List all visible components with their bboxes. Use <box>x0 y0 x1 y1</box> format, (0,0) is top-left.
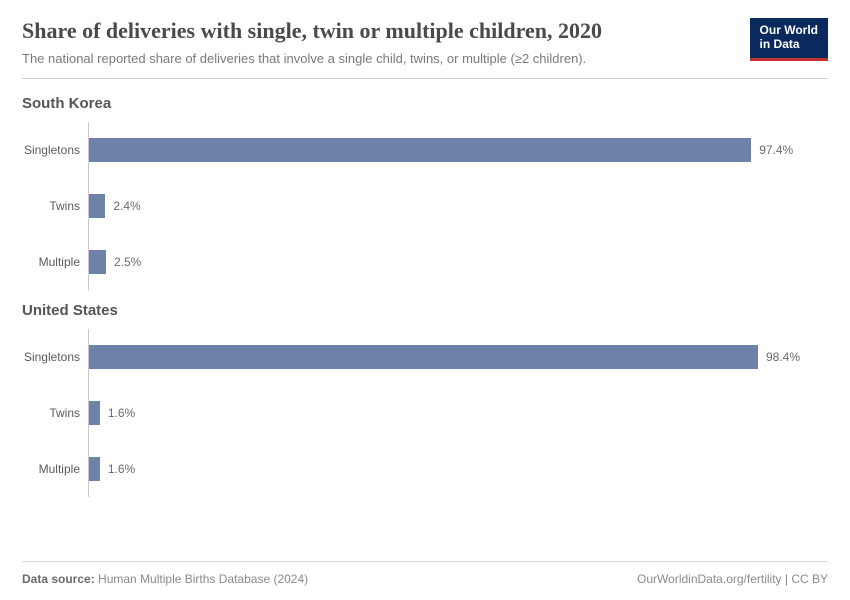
plot: 97.4% 2.4% 2.5% <box>88 122 828 290</box>
bar-value: 98.4% <box>766 350 800 364</box>
bar-value: 1.6% <box>108 462 135 476</box>
bars-wrap: Singletons Twins Multiple 98.4% 1.6% 1.6… <box>22 329 828 497</box>
owid-logo: Our World in Data <box>750 18 828 61</box>
header: Share of deliveries with single, twin or… <box>22 18 828 79</box>
bar-row: 1.6% <box>89 385 828 441</box>
y-label: Twins <box>22 385 88 441</box>
country-name: South Korea <box>22 95 828 112</box>
y-label: Multiple <box>22 441 88 497</box>
bar <box>89 457 100 481</box>
plot: 98.4% 1.6% 1.6% <box>88 329 828 497</box>
source-text: Human Multiple Births Database (2024) <box>98 572 308 586</box>
bar-value: 2.5% <box>114 255 141 269</box>
footer: Data source: Human Multiple Births Datab… <box>22 561 828 586</box>
y-label: Singletons <box>22 329 88 385</box>
y-label: Twins <box>22 178 88 234</box>
bar-row: 98.4% <box>89 329 828 385</box>
bars-wrap: Singletons Twins Multiple 97.4% 2.4% 2.5… <box>22 122 828 290</box>
bar-row: 1.6% <box>89 441 828 497</box>
bar-value: 97.4% <box>759 143 793 157</box>
chart-title: Share of deliveries with single, twin or… <box>22 18 730 44</box>
y-label: Singletons <box>22 122 88 178</box>
y-axis-labels: Singletons Twins Multiple <box>22 329 88 497</box>
y-axis-labels: Singletons Twins Multiple <box>22 122 88 290</box>
bar-row: 2.4% <box>89 178 828 234</box>
source-label: Data source: <box>22 572 95 586</box>
attribution: OurWorldinData.org/fertility | CC BY <box>637 572 828 586</box>
bar <box>89 401 100 425</box>
data-source: Data source: Human Multiple Births Datab… <box>22 572 308 586</box>
bar-row: 97.4% <box>89 122 828 178</box>
chart-area: South Korea Singletons Twins Multiple 97… <box>22 89 828 497</box>
bar <box>89 138 751 162</box>
bar <box>89 250 106 274</box>
bar-row: 2.5% <box>89 234 828 290</box>
header-text: Share of deliveries with single, twin or… <box>22 18 730 68</box>
country-block: United States Singletons Twins Multiple … <box>22 302 828 497</box>
bar <box>89 194 105 218</box>
bar-value: 2.4% <box>113 199 140 213</box>
chart-subtitle: The national reported share of deliverie… <box>22 50 730 68</box>
y-label: Multiple <box>22 234 88 290</box>
country-name: United States <box>22 302 828 319</box>
bar <box>89 345 758 369</box>
country-block: South Korea Singletons Twins Multiple 97… <box>22 95 828 290</box>
bar-value: 1.6% <box>108 406 135 420</box>
